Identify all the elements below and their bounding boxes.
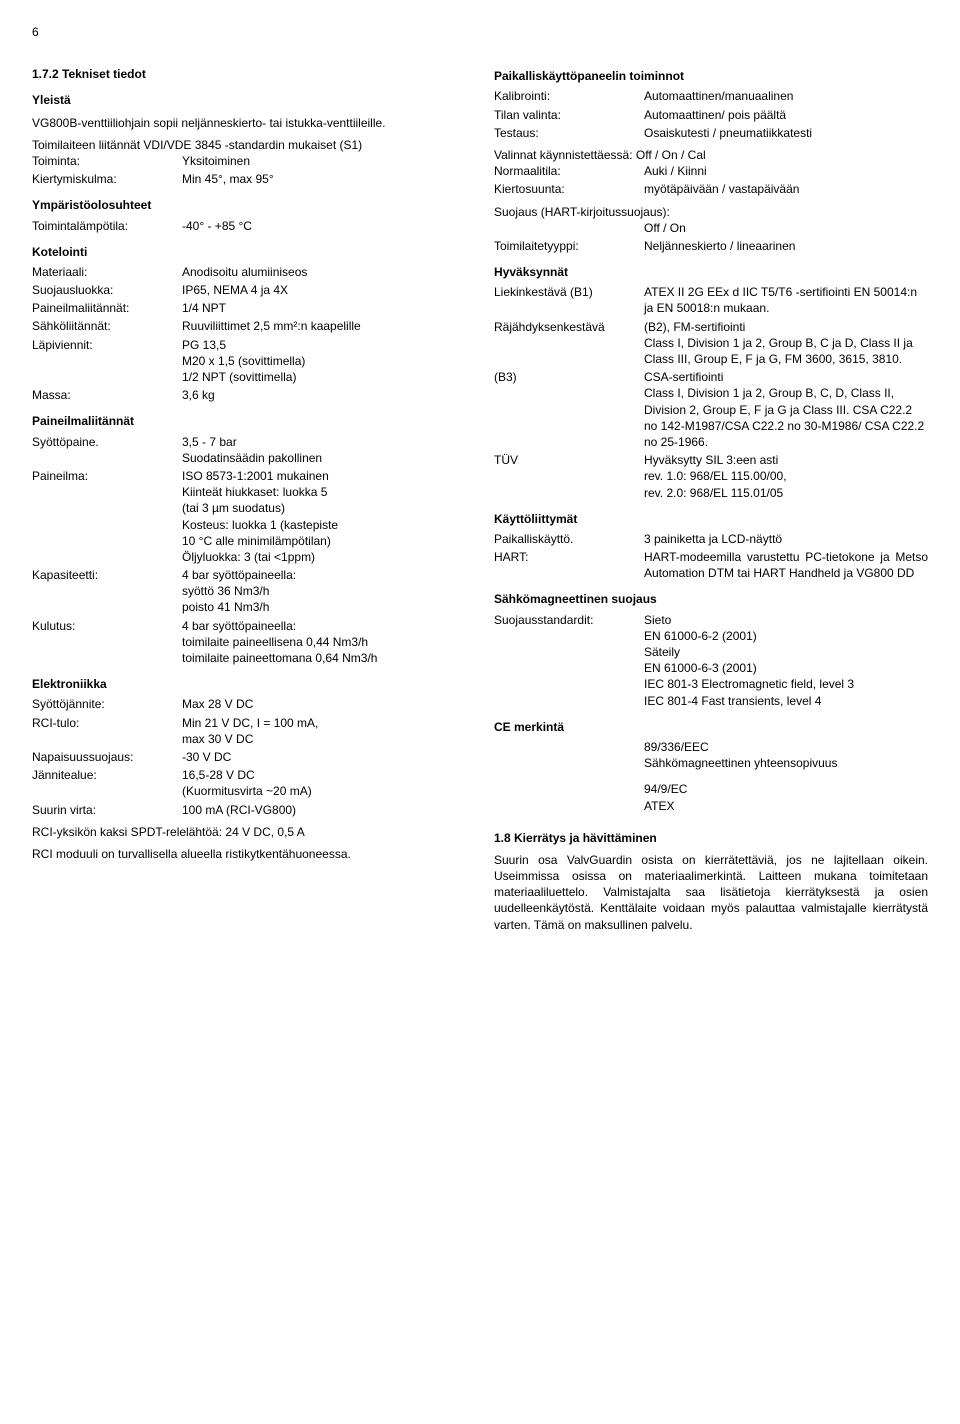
paikallis-title: Paikalliskäyttöpaneelin toiminnot — [494, 68, 928, 84]
kalibrointi-v: Automaattinen/manuaalinen — [644, 88, 928, 104]
tuv-v: Hyväksytty SIL 3:een asti rev. 1.0: 968/… — [644, 452, 928, 501]
left-column: 1.7.2 Tekniset tiedot Yleistä VG800B-ven… — [32, 58, 466, 933]
tilan-v: Automaattinen/ pois päältä — [644, 107, 928, 123]
elektroniikka-title: Elektroniikka — [32, 676, 466, 692]
liekinkestava-v: ATEX II 2G EEx d IIC T5/T6 -sertifiointi… — [644, 284, 928, 316]
testaus-v: Osaiskutesti / pneumatiikkatesti — [644, 125, 928, 141]
testaus-k: Testaus: — [494, 125, 644, 141]
normaalitila-k: Normaalitila: — [494, 163, 644, 179]
toiminta-v: Yksitoiminen — [182, 153, 466, 169]
kulutus-k: Kulutus: — [32, 618, 182, 667]
syottopaine-v: 3,5 - 7 bar Suodatinsäädin pakollinen — [182, 434, 466, 466]
paineilmaliitannat-v: 1/4 NPT — [182, 300, 466, 316]
kiertymiskulma-v: Min 45°, max 95° — [182, 171, 466, 187]
rci-line: RCI-yksikön kaksi SPDT-relelähtöä: 24 V … — [32, 824, 466, 840]
kapasiteetti-k: Kapasiteetti: — [32, 567, 182, 616]
toimintalampotila-k: Toimintalämpötila: — [32, 218, 182, 234]
ce-v1: 89/336/EEC Sähkömagneettinen yhteensopiv… — [644, 739, 928, 771]
tuv-k: TÜV — [494, 452, 644, 501]
paikalliskaytto-v: 3 painiketta ja LCD-näyttö — [644, 531, 928, 547]
rci-para: RCI moduuli on turvallisella alueella ri… — [32, 846, 466, 862]
ymparisto-title: Ympäristöolosuhteet — [32, 197, 466, 213]
massa-k: Massa: — [32, 387, 182, 403]
b3-v: CSA-sertifiointi Class I, Division 1 ja … — [644, 369, 928, 450]
paineilma-k: Paineilma: — [32, 468, 182, 565]
kayttoliittymat-title: Käyttöliittymät — [494, 511, 928, 527]
yleista-p2: Toimilaiteen liitännät VDI/VDE 3845 -sta… — [32, 137, 466, 153]
tilan-k: Tilan valinta: — [494, 107, 644, 123]
toiminta-k: Toiminta: — [32, 153, 182, 169]
kiertosuunta-k: Kiertosuunta: — [494, 181, 644, 197]
hart-k: HART: — [494, 549, 644, 581]
sahkoliitannat-v: Ruuviliittimet 2,5 mm²:n kaapelille — [182, 318, 466, 334]
lapiviennit-v: PG 13,5 M20 x 1,5 (sovittimella) 1/2 NPT… — [182, 337, 466, 386]
suojausstd-v: Sieto EN 61000-6-2 (2001) Säteily EN 610… — [644, 612, 928, 709]
syottojannite-k: Syöttöjännite: — [32, 696, 182, 712]
yleista-p1: VG800B-venttiiliohjain sopii neljänneski… — [32, 115, 466, 131]
ce-title: CE merkintä — [494, 719, 928, 735]
suurin-virta-k: Suurin virta: — [32, 802, 182, 818]
suurin-virta-v: 100 mA (RCI-VG800) — [182, 802, 466, 818]
yleista-title: Yleistä — [32, 92, 466, 108]
paineilma-v: ISO 8573-1:2001 mukainen Kiinteät hiukka… — [182, 468, 466, 565]
kiertymiskulma-k: Kiertymiskulma: — [32, 171, 182, 187]
materiaali-k: Materiaali: — [32, 264, 182, 280]
normaalitila-v: Auki / Kiinni — [644, 163, 928, 179]
napaisuus-v: -30 V DC — [182, 749, 466, 765]
ce-v2: 94/9/EC ATEX — [644, 781, 928, 813]
lapiviennit-k: Läpiviennit: — [32, 337, 182, 386]
kotelointi-title: Kotelointi — [32, 244, 466, 260]
b3-k: (B3) — [494, 369, 644, 450]
hart-v: HART-modeemilla varustettu PC-tietokone … — [644, 549, 928, 581]
massa-v: 3,6 kg — [182, 387, 466, 403]
kalibrointi-k: Kalibrointi: — [494, 88, 644, 104]
materiaali-v: Anodisoitu alumiiniseos — [182, 264, 466, 280]
toimilaitetyyppi-v: Neljänneskierto / lineaarinen — [644, 238, 928, 254]
suojaus-line-v: Off / On — [644, 220, 928, 236]
suojausstd-k: Suojausstandardit: — [494, 612, 644, 709]
kulutus-v: 4 bar syöttöpaineella: toimilaite painee… — [182, 618, 466, 667]
heading-18: 1.8 Kierrätys ja hävittäminen — [494, 830, 928, 846]
suojaus-spacer — [494, 220, 644, 236]
page-number: 6 — [32, 24, 928, 40]
columns: 1.7.2 Tekniset tiedot Yleistä VG800B-ven… — [32, 58, 928, 933]
paineilmaliitannat-k: Paineilmaliitännät: — [32, 300, 182, 316]
rci-tulo-v: Min 21 V DC, I = 100 mA, max 30 V DC — [182, 715, 466, 747]
paineilmaliitannat-title: Paineilmaliitännät — [32, 413, 466, 429]
toimintalampotila-v: -40° - +85 °C — [182, 218, 466, 234]
right-column: Paikalliskäyttöpaneelin toiminnot Kalibr… — [494, 58, 928, 933]
sec18-p: Suurin osa ValvGuardin osista on kierrät… — [494, 852, 928, 933]
kapasiteetti-v: 4 bar syöttöpaineella: syöttö 36 Nm3/h p… — [182, 567, 466, 616]
toimilaitetyyppi-k: Toimilaitetyyppi: — [494, 238, 644, 254]
heading-172: 1.7.2 Tekniset tiedot — [32, 66, 466, 82]
jannitealue-k: Jännitealue: — [32, 767, 182, 799]
rajahdyskestava-k: Räjähdyksenkestävä — [494, 319, 644, 368]
paikalliskaytto-k: Paikalliskäyttö. — [494, 531, 644, 547]
hyvaksynnat-title: Hyväksynnät — [494, 264, 928, 280]
suojausluokka-k: Suojausluokka: — [32, 282, 182, 298]
sahkomag-title: Sähkömagneettinen suojaus — [494, 591, 928, 607]
sahkoliitannat-k: Sähköliitännät: — [32, 318, 182, 334]
kiertosuunta-v: myötäpäivään / vastapäivään — [644, 181, 928, 197]
liekinkestava-k: Liekinkestävä (B1) — [494, 284, 644, 316]
rci-tulo-k: RCI-tulo: — [32, 715, 182, 747]
syottojannite-v: Max 28 V DC — [182, 696, 466, 712]
suojaus-line: Suojaus (HART-kirjoitussuojaus): — [494, 204, 928, 220]
valinnat-line: Valinnat käynnistettäessä: Off / On / Ca… — [494, 147, 928, 163]
suojausluokka-v: IP65, NEMA 4 ja 4X — [182, 282, 466, 298]
ce-spacer1 — [494, 739, 644, 771]
syottopaine-k: Syöttöpaine. — [32, 434, 182, 466]
ce-spacer2 — [494, 781, 644, 813]
jannitealue-v: 16,5-28 V DC (Kuormitusvirta ~20 mA) — [182, 767, 466, 799]
napaisuus-k: Napaisuussuojaus: — [32, 749, 182, 765]
rajahdyskestava-v: (B2), FM-sertifiointi Class I, Division … — [644, 319, 928, 368]
